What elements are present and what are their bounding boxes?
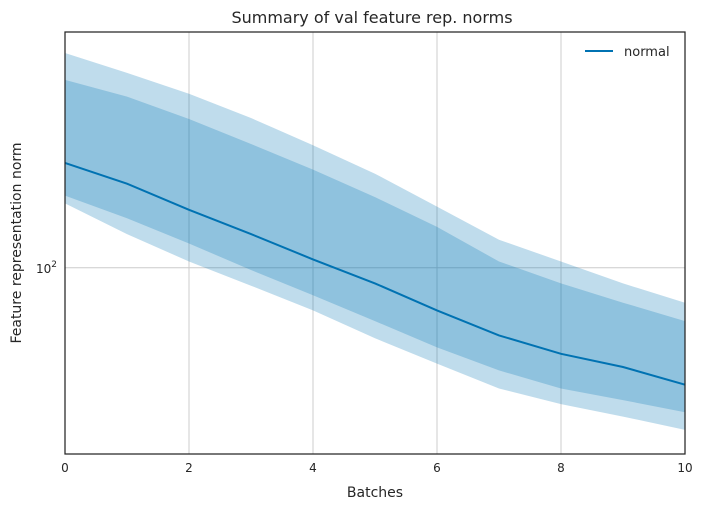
plot-frame: [64, 31, 686, 455]
inner-band: [65, 79, 685, 413]
x-tick-label: 10: [677, 461, 692, 475]
series-line-normal: [64, 161, 686, 386]
x-tick-label: 2: [185, 461, 193, 475]
y-tick-label: 102: [36, 260, 57, 276]
y-axis-label: Feature representation norm: [9, 142, 25, 343]
legend-label: normal: [624, 45, 670, 60]
chart-title: Summary of val feature rep. norms: [231, 8, 512, 27]
x-axis-label: Batches: [347, 485, 403, 501]
x-ticks: 0 2 4 6 8 10: [61, 461, 692, 475]
x-tick-label: 8: [557, 461, 565, 475]
x-tick-label: 0: [61, 461, 69, 475]
x-tick-label: 6: [433, 461, 441, 475]
bands: [65, 53, 685, 430]
legend: normal: [585, 45, 670, 60]
y-ticks: 102: [36, 260, 57, 276]
outer-band: [65, 53, 685, 430]
series-lines: [64, 161, 686, 386]
x-tick-label: 4: [309, 461, 317, 475]
grid: [65, 32, 685, 454]
